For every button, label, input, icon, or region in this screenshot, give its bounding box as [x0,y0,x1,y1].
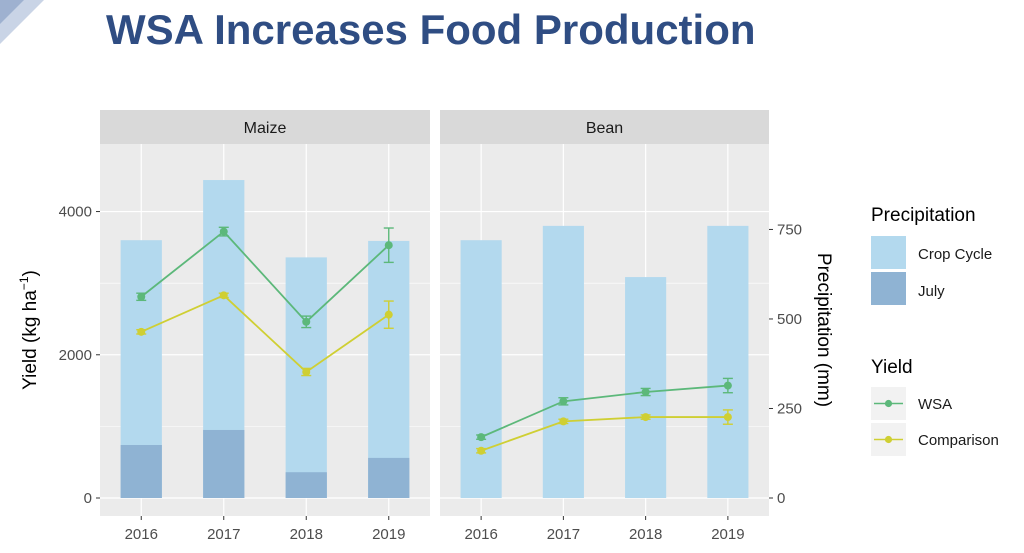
maize-strip-label: Maize [244,120,287,137]
legend-swatch-july [871,272,906,305]
maize-bar-crop-cycle-2019 [368,240,410,499]
bean-point-comparison-2019 [723,413,732,422]
maize-bar-july-2019 [368,457,410,498]
y-axis-left-title-sup: −1 [17,276,31,290]
maize-line-wsa [140,230,390,324]
maize-point-comparison-2016 [137,327,146,336]
legend-yield-title: Yield [871,357,913,378]
maize-bar-crop-cycle-2018 [285,257,327,498]
legend-label-july: July [918,283,945,300]
legend-precipitation-title: Precipitation [871,205,976,226]
maize-point-wsa-2019 [384,241,393,250]
maize-strip [100,110,430,144]
maize-x-tick-label-2018: 2018 [290,526,323,543]
y-right-tick-label-0: 0 [777,490,785,507]
maize-x-tick-label-2016: 2016 [125,526,158,543]
bean-point-comparison-2018 [641,413,650,422]
maize-point-comparison-2019 [384,310,393,319]
legend-label-wsa: WSA [918,396,952,413]
bean-line-comparison [480,416,728,452]
y-right-tick-label-500: 500 [777,311,802,328]
maize-point-wsa-2016 [137,292,146,301]
bean-strip-label: Bean [586,120,623,137]
y-right-tick-label-250: 250 [777,400,802,417]
maize-bar-july-2016 [120,445,162,498]
bean-point-comparison-2017 [559,417,568,426]
bean-x-tick-label-2018: 2018 [629,526,662,543]
y-left-tick-label-2000: 2000 [59,347,92,364]
maize-point-comparison-2017 [219,291,228,300]
legend-label-comparison: Comparison [918,432,999,449]
y-axis-right-title: Precipitation (mm) [813,253,834,407]
axes: 2016 2017 2018 2019 2016 2017 2018 2019 0 2000 400… [59,204,802,543]
legend-point-wsa [884,399,893,408]
y-right-tick-label-750: 750 [777,221,802,238]
bean-x-tick-label-2019: 2019 [711,526,744,543]
legend-swatch-crop-cycle [871,236,906,269]
legend: Precipitation Crop Cycle July Yield WSA … [871,205,999,456]
bean-bar-crop-cycle-2019 [707,225,749,498]
bean-point-wsa-2017 [559,397,568,406]
maize-x-tick-label-2017: 2017 [207,526,240,543]
legend-point-comparison [884,435,893,444]
y-axis-left-title-main: Yield (kg ha [20,290,41,390]
y-axis-left-title-end: ) [20,270,41,276]
bean-line-wsa [480,384,728,438]
y-left-tick-label-4000: 4000 [59,204,92,221]
bean-strip [440,110,769,144]
precipitation-bars [120,180,749,499]
page-title: WSA Increases Food Production [106,6,756,53]
bean-bar-crop-cycle-2018 [625,277,667,498]
y-left-tick-label-0: 0 [84,490,92,507]
maize-x-tick-label-2019: 2019 [372,526,405,543]
y-axis-left-title: Yield (kg ha−1) [17,270,41,390]
bean-x-tick-label-2017: 2017 [547,526,580,543]
bean-bar-crop-cycle-2017 [542,225,584,498]
bean-point-wsa-2016 [477,433,486,442]
bean-x-tick-label-2016: 2016 [464,526,497,543]
maize-point-wsa-2017 [219,227,228,236]
bean-point-wsa-2018 [641,388,650,397]
yield-lines [136,226,733,455]
corner-decoration [0,0,44,44]
bean-point-wsa-2019 [723,381,732,390]
maize-line-comparison [140,294,390,374]
bean-point-comparison-2016 [477,446,486,455]
maize-point-comparison-2018 [302,367,311,376]
legend-label-crop-cycle: Crop Cycle [918,246,992,263]
maize-bar-july-2017 [203,429,245,498]
bean-bar-crop-cycle-2016 [460,240,502,498]
maize-point-wsa-2018 [302,317,311,326]
maize-bar-july-2018 [285,472,327,498]
